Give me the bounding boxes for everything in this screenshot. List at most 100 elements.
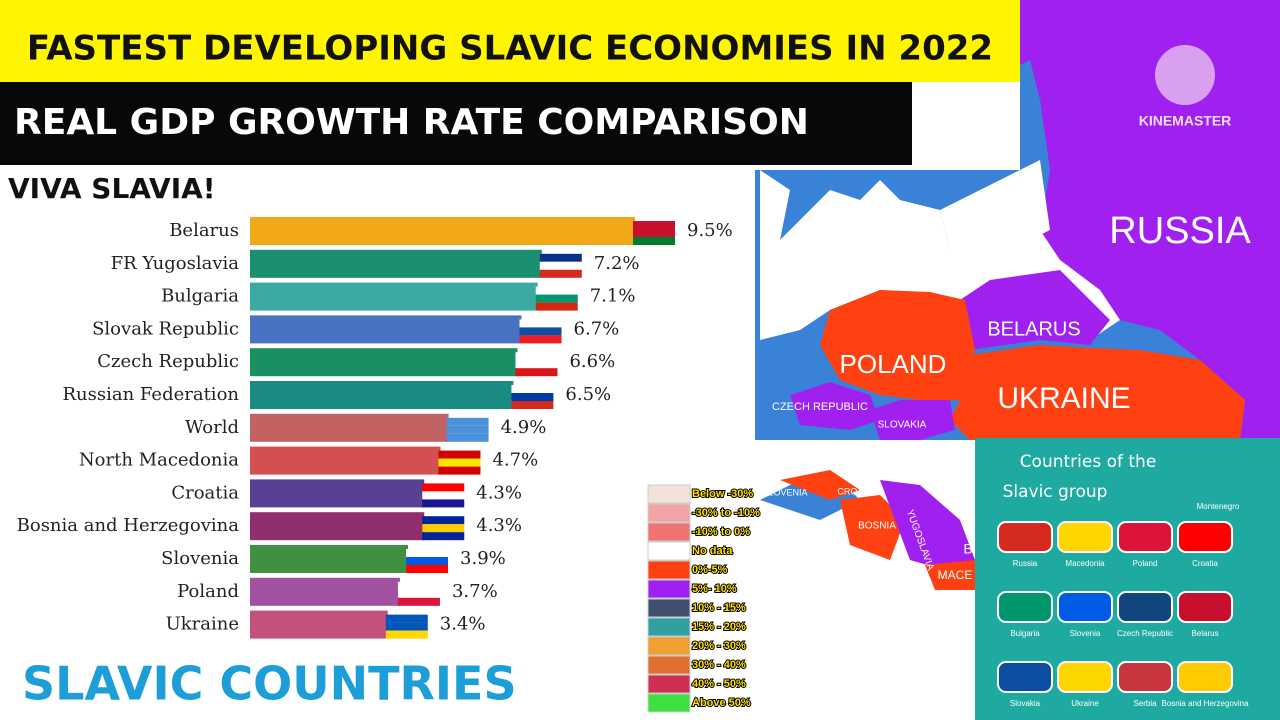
flag-stripe <box>446 425 489 434</box>
inset-country: Montenegro <box>1197 502 1240 511</box>
legend-label: No data <box>692 545 733 557</box>
flag-stripe <box>535 302 578 311</box>
inset-country: Bulgaria <box>1010 629 1040 638</box>
flag-stripe <box>511 385 554 393</box>
value-label: 4.3% <box>476 482 522 503</box>
map-label: RUSSIA <box>1109 210 1251 252</box>
map-label: BOSNIA <box>858 521 896 532</box>
slovenia-croatia <box>780 470 860 500</box>
value-label: 3.9% <box>460 548 506 569</box>
legend-swatch <box>647 693 691 713</box>
flag-stripe <box>406 557 449 565</box>
macedonia-shape <box>925 560 975 590</box>
country-flag-shape <box>1177 591 1233 623</box>
legend-label: 30% - 40% <box>692 659 746 671</box>
category-label: Slovak Republic <box>92 318 239 339</box>
inset: Countries of the Slavic group Montenegro… <box>975 438 1280 720</box>
legend-label: -10% to 0% <box>692 526 750 538</box>
russia-shape <box>1040 0 1280 440</box>
flag-stripe <box>385 614 428 623</box>
map: RUSSIA BELARUS POLAND UKRAINE CZECH REPU… <box>755 0 1280 720</box>
country-flag-shape <box>1177 661 1233 693</box>
legend-swatch <box>647 484 691 504</box>
legend-swatch <box>647 617 691 637</box>
flag-stripe <box>438 466 481 475</box>
flag-stripe <box>511 393 554 401</box>
legend-label: 40% - 50% <box>692 678 746 690</box>
map-label: BELARUS <box>987 318 1080 340</box>
flag-stripe <box>539 269 582 278</box>
legend-label: Above 50% <box>692 697 751 709</box>
value-label: 4.3% <box>476 515 522 536</box>
flag-stripe <box>397 581 440 590</box>
category-label: Bulgaria <box>161 286 239 307</box>
flag-stripe <box>406 549 449 557</box>
legend-swatch <box>647 560 691 580</box>
legend-swatch <box>647 541 691 561</box>
legend: Below -30% -30% to -10% -10% to 0% No data 0… <box>647 484 761 713</box>
inset-country: Slovakia <box>1010 699 1041 708</box>
legend-label: 0%-5% <box>692 564 728 576</box>
flag-stripe <box>397 589 440 598</box>
flag-stripe <box>519 335 562 344</box>
inset-country: Bosnia and Herzegovina <box>1161 699 1249 708</box>
flag-stripe <box>422 499 465 508</box>
inset-country: Russia <box>1013 559 1038 568</box>
flag-stripe <box>519 327 562 336</box>
flag-stripe <box>422 524 465 533</box>
footer: SLAVIC COUNTRIES <box>22 657 517 711</box>
country-flag-shape <box>1177 521 1233 553</box>
country-flag-shape <box>1117 591 1173 623</box>
legend-swatch <box>647 636 691 656</box>
legend-swatch <box>647 503 691 523</box>
flag-stripe <box>511 401 554 409</box>
subtitle-banner <box>0 82 912 165</box>
flag-stripe <box>519 319 562 328</box>
flag-stripe <box>633 229 675 237</box>
bar-chart: Belarus 9.5% FR Yugoslavia 7.2% Bulgaria 7.1%… <box>17 217 733 639</box>
legend-swatch <box>647 655 691 675</box>
poland-shape <box>820 290 975 400</box>
subtitle: REAL GDP GROWTH RATE COMPARISON <box>14 102 809 143</box>
category-label: Slovenia <box>161 548 239 569</box>
bar <box>250 381 514 409</box>
inset-country: Poland <box>1133 559 1158 568</box>
country-flag-shape <box>1057 521 1113 553</box>
country-flag-shape <box>997 661 1053 693</box>
flag-stripe <box>446 433 489 442</box>
value-label: 6.5% <box>565 384 611 405</box>
value-label: 7.1% <box>590 286 636 307</box>
country-flag-shape <box>1057 591 1113 623</box>
inset-country: Croatia <box>1192 559 1218 568</box>
flag-stripe <box>535 286 578 295</box>
value-label: 9.5% <box>687 220 733 241</box>
czech-shape <box>790 382 880 430</box>
legend-label: Below -30% <box>692 488 753 500</box>
flag-stripe <box>535 294 578 303</box>
value-label: 3.4% <box>440 614 486 635</box>
country-flag-shape <box>997 591 1053 623</box>
flag-stripe <box>397 597 440 606</box>
legend-label: 5%- 10% <box>692 583 737 595</box>
flag-stripe <box>515 360 558 369</box>
title-banner <box>0 0 1020 82</box>
legend-label: 20% - 30% <box>692 640 746 652</box>
flag-stripe <box>422 491 465 500</box>
country-flag-shape <box>1057 661 1113 693</box>
bar <box>250 545 409 573</box>
category-label: Poland <box>177 581 239 602</box>
legend-swatch <box>647 674 691 694</box>
category-label: Croatia <box>171 482 239 503</box>
value-label: 4.7% <box>492 450 538 471</box>
category-label: World <box>185 417 239 438</box>
ukraine-shape <box>950 345 1245 450</box>
map-label: UKRAINE <box>997 382 1130 415</box>
value-label: 6.7% <box>574 318 620 339</box>
bar <box>250 217 635 245</box>
flag-stripe <box>515 352 558 361</box>
legend-label: 10% - 15% <box>692 602 746 614</box>
inset-title: Slavic group <box>1003 482 1108 502</box>
flag-stripe <box>422 516 465 525</box>
bar <box>250 446 441 475</box>
